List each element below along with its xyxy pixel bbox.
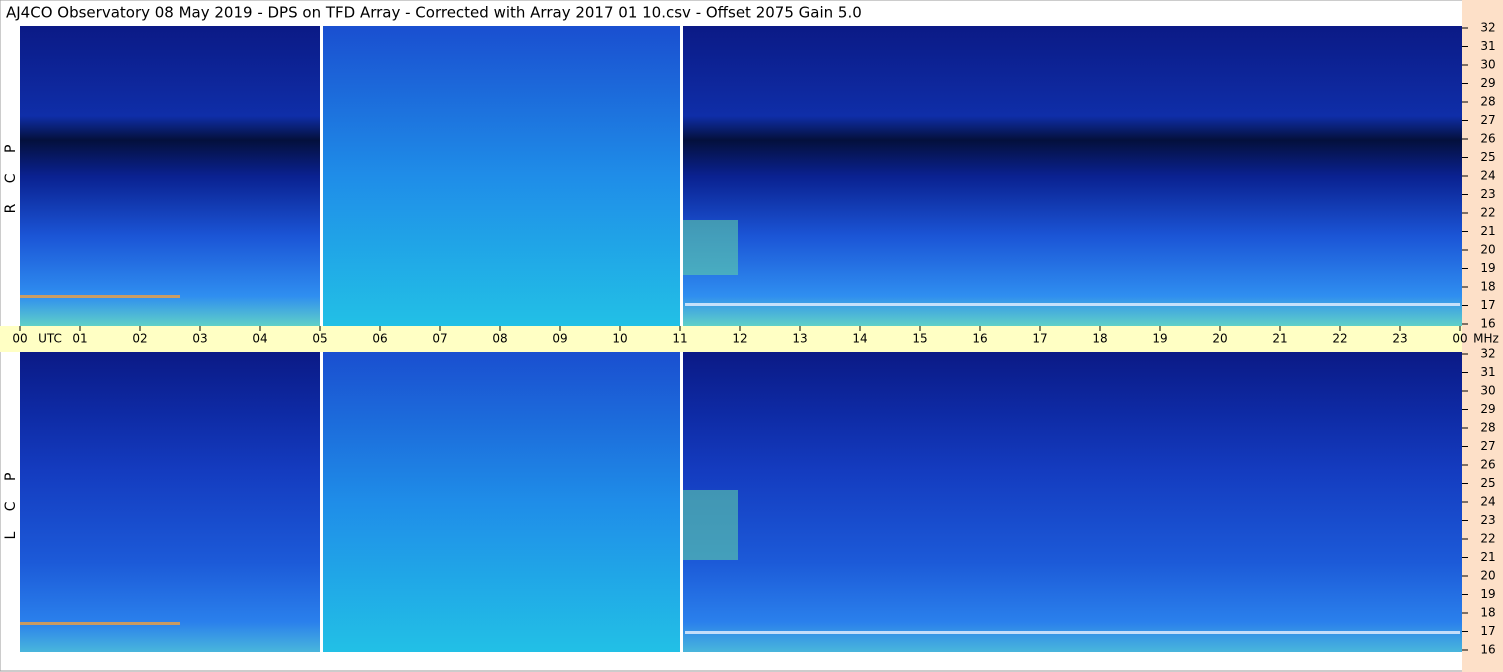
time-label: 02 xyxy=(132,332,147,346)
frequency-label: 31 xyxy=(1480,39,1495,53)
frequency-unit: MHz xyxy=(1473,332,1499,346)
rcp-spectrogram xyxy=(20,26,1462,326)
frequency-label: 17 xyxy=(1480,624,1495,638)
lcp-spectrogram xyxy=(20,352,1462,652)
frequency-label: 28 xyxy=(1480,95,1495,109)
frequency-label: 17 xyxy=(1480,298,1495,312)
frequency-label: 22 xyxy=(1480,206,1495,220)
time-unit: UTC xyxy=(38,332,62,346)
separator xyxy=(320,352,323,652)
time-label: 22 xyxy=(1332,332,1347,346)
frequency-label: 31 xyxy=(1480,365,1495,379)
time-label: 05 xyxy=(312,332,327,346)
time-label: 07 xyxy=(432,332,447,346)
burst xyxy=(682,220,738,275)
frequency-label: 18 xyxy=(1480,280,1495,294)
frequency-label: 28 xyxy=(1480,421,1495,435)
frequency-label: 18 xyxy=(1480,606,1495,620)
time-label: 13 xyxy=(792,332,807,346)
frequency-label: 26 xyxy=(1480,458,1495,472)
time-strip xyxy=(0,326,1462,352)
frequency-label: 24 xyxy=(1480,169,1495,183)
chart-title: AJ4CO Observatory 08 May 2019 - DPS on T… xyxy=(6,4,862,22)
frequency-label: 20 xyxy=(1480,243,1495,257)
rcp-quiet-region xyxy=(322,26,680,326)
time-label: 03 xyxy=(192,332,207,346)
frequency-label: 20 xyxy=(1480,569,1495,583)
burst xyxy=(682,490,738,560)
time-label: 16 xyxy=(972,332,987,346)
frequency-label: 32 xyxy=(1480,21,1495,35)
frequency-label: 22 xyxy=(1480,532,1495,546)
time-label: 11 xyxy=(672,332,687,346)
separator xyxy=(320,26,323,326)
interference xyxy=(685,303,1460,306)
interference xyxy=(20,295,180,298)
frequency-label: 23 xyxy=(1480,513,1495,527)
interference xyxy=(20,622,180,625)
time-label: 18 xyxy=(1092,332,1107,346)
time-label: 01 xyxy=(72,332,87,346)
time-label: 00 xyxy=(1452,332,1467,346)
frequency-label: 27 xyxy=(1480,113,1495,127)
frequency-label: 19 xyxy=(1480,261,1495,275)
frequency-label: 16 xyxy=(1480,317,1495,331)
time-label: 04 xyxy=(252,332,267,346)
frequency-label: 30 xyxy=(1480,58,1495,72)
frequency-label: 25 xyxy=(1480,150,1495,164)
time-label: 21 xyxy=(1272,332,1287,346)
frequency-label: 21 xyxy=(1480,550,1495,564)
frequency-label: 25 xyxy=(1480,476,1495,490)
time-label: 12 xyxy=(732,332,747,346)
time-label: 06 xyxy=(372,332,387,346)
frequency-label: 23 xyxy=(1480,187,1495,201)
time-label: 19 xyxy=(1152,332,1167,346)
frequency-label: 19 xyxy=(1480,587,1495,601)
frequency-label: 30 xyxy=(1480,384,1495,398)
separator xyxy=(680,352,683,652)
frequency-strip xyxy=(1462,0,1503,672)
lcp-quiet-region xyxy=(322,352,680,652)
frequency-label: 29 xyxy=(1480,76,1495,90)
time-label: 00 xyxy=(12,332,27,346)
frequency-label: 24 xyxy=(1480,495,1495,509)
interference xyxy=(685,631,1460,634)
frequency-label: 32 xyxy=(1480,347,1495,361)
time-label: 15 xyxy=(912,332,927,346)
separator xyxy=(680,26,683,326)
frequency-label: 29 xyxy=(1480,402,1495,416)
frequency-label: 27 xyxy=(1480,439,1495,453)
frequency-label: 21 xyxy=(1480,224,1495,238)
time-label: 10 xyxy=(612,332,627,346)
time-label: 17 xyxy=(1032,332,1047,346)
polarization-label: L C P xyxy=(3,465,19,540)
frequency-label: 26 xyxy=(1480,132,1495,146)
frequency-label: 16 xyxy=(1480,643,1495,657)
time-label: 14 xyxy=(852,332,867,346)
polarization-label: R C P xyxy=(3,137,19,214)
time-label: 20 xyxy=(1212,332,1227,346)
time-label: 08 xyxy=(492,332,507,346)
time-label: 23 xyxy=(1392,332,1407,346)
time-label: 09 xyxy=(552,332,567,346)
